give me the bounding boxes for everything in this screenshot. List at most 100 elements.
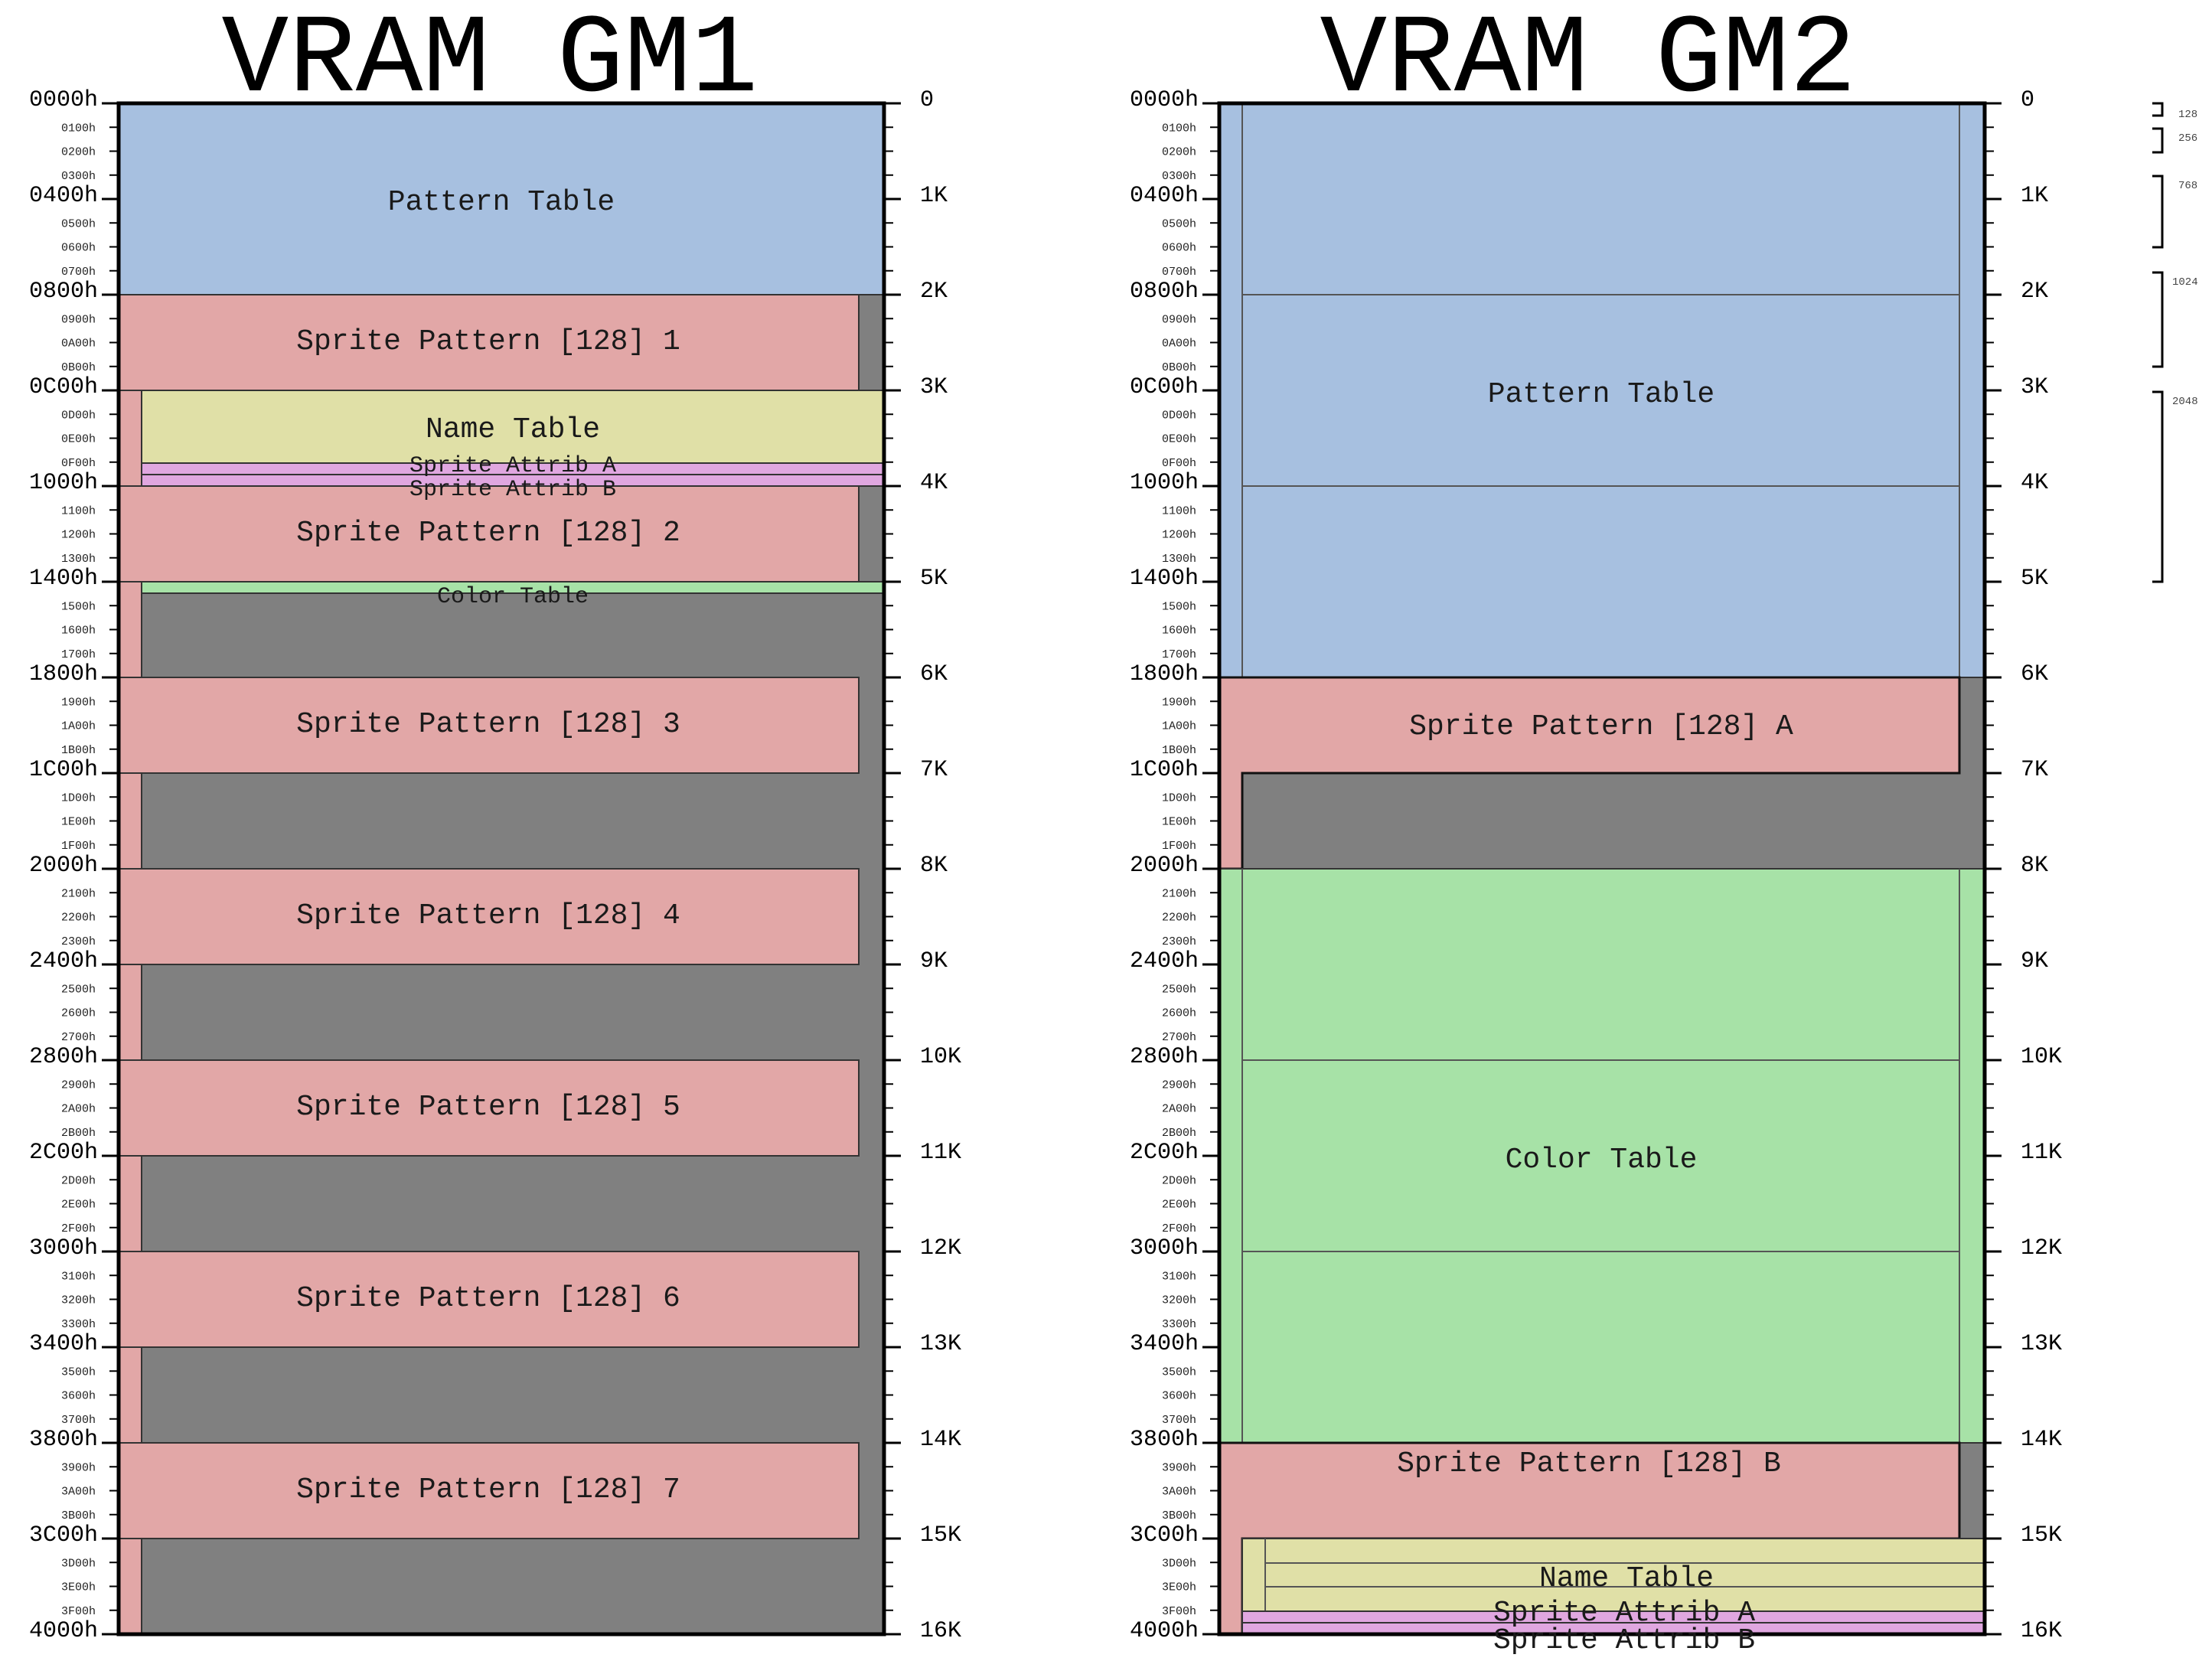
gm1-size-label: 9K <box>920 948 948 974</box>
gm2-minor-address-label: 3A00h <box>1162 1486 1196 1499</box>
gm1-address-label: 0000h <box>29 87 98 113</box>
gm2-size-label: 9K <box>2021 948 2048 974</box>
gm1-minor-address-label: 2200h <box>61 912 96 925</box>
gm1-address-label: 3C00h <box>29 1522 98 1548</box>
gm2-size-label: 11K <box>2021 1140 2062 1166</box>
gm2-minor-address-label: 0500h <box>1162 217 1196 230</box>
gm2-size-label: 12K <box>2021 1235 2062 1261</box>
gm1-minor-address-label: 1900h <box>61 696 96 709</box>
gm1-minor-address-label: 1600h <box>61 625 96 638</box>
gm2-size-label: 15K <box>2021 1522 2062 1548</box>
gm1-address-label: 2800h <box>29 1044 98 1070</box>
gm1-minor-address-label: 0F00h <box>61 457 96 470</box>
gm1-minor-address-label: 0E00h <box>61 433 96 446</box>
gm1-minor-address-label: 3E00h <box>61 1581 96 1594</box>
gm2-memory-map: Pattern Table Sprite Pattern [128] A Col… <box>1217 101 1987 1657</box>
gm1-minor-address-label: 2700h <box>61 1031 96 1044</box>
gm1-address-label: 3400h <box>29 1331 98 1357</box>
gm1-minor-address-label: 0200h <box>61 146 96 159</box>
legend-label-1024: 1024 <box>2172 276 2198 289</box>
gm2-minor-address-label: 1600h <box>1162 625 1196 638</box>
gm1-minor-address-label: 0700h <box>61 266 96 279</box>
gm1-size-label: 13K <box>920 1331 961 1357</box>
gm2-minor-address-label: 1F00h <box>1162 840 1196 853</box>
gm2-address-label: 3C00h <box>1130 1522 1199 1548</box>
gm2-minor-address-label: 2D00h <box>1162 1174 1196 1187</box>
gm1-size-label: 16K <box>920 1618 961 1644</box>
gm1-sprite-1-label: Sprite Pattern [128] 1 <box>296 325 680 358</box>
gm1-minor-address-label: 0900h <box>61 313 96 326</box>
gm2-address-label: 2800h <box>1130 1044 1199 1070</box>
gm1-sprite-pattern-3 <box>118 677 860 774</box>
gm1-minor-address-label: 3A00h <box>61 1486 96 1499</box>
gm2-size-label: 8K <box>2021 853 2048 879</box>
gm2-minor-address-label: 1B00h <box>1162 744 1196 757</box>
gm2-pattern-table-label: Pattern Table <box>1488 378 1714 411</box>
gm1-address-label: 3800h <box>29 1427 98 1453</box>
gm1-sprite-attrib-b-label: Sprite Attrib B <box>409 477 616 503</box>
gm2-sprite-b-label: Sprite Pattern [128] B <box>1397 1447 1781 1480</box>
gm1-memory-map: Pattern Table Sprite Pattern [128] 1 Nam… <box>116 101 886 1637</box>
gm1-size-label: 7K <box>920 757 948 783</box>
gm1-address-label: 0800h <box>29 279 98 305</box>
gm2-size-label: 7K <box>2021 757 2048 783</box>
gm1-address-label: 0C00h <box>29 374 98 400</box>
gm2-minor-address-label: 1E00h <box>1162 816 1196 829</box>
gm1-sprite-3-label: Sprite Pattern [128] 3 <box>296 708 680 741</box>
gm2-address-label: 0C00h <box>1130 374 1199 400</box>
gm1-minor-address-label: 0A00h <box>61 338 96 351</box>
gm2-size-label: 2K <box>2021 279 2048 305</box>
gm2-address-label: 1400h <box>1130 566 1199 592</box>
gm1-minor-address-label: 2D00h <box>61 1174 96 1187</box>
legend-label-128: 128 <box>2178 109 2197 121</box>
gm1-sprite-pattern-6 <box>118 1251 860 1348</box>
gm2-minor-address-label: 1500h <box>1162 600 1196 613</box>
gm1-minor-address-label: 3500h <box>61 1366 96 1379</box>
gm1-minor-address-label: 3300h <box>61 1318 96 1331</box>
gm2-minor-address-label: 3100h <box>1162 1270 1196 1283</box>
gm1-minor-address-label: 1F00h <box>61 840 96 853</box>
gm1-size-label: 14K <box>920 1427 961 1453</box>
gm2-minor-address-label: 1700h <box>1162 648 1196 661</box>
gm2-minor-address-label: 3D00h <box>1162 1557 1196 1570</box>
gm1-size-label: 2K <box>920 279 948 305</box>
gm2-size-label: 5K <box>2021 566 2048 592</box>
gm2-size-label: 4K <box>2021 470 2048 496</box>
gm2-size-label: 14K <box>2021 1427 2062 1453</box>
gm2-size-label: 13K <box>2021 1331 2062 1357</box>
gm2-minor-address-label: 2600h <box>1162 1007 1196 1020</box>
legend-label-256: 256 <box>2178 132 2197 145</box>
gm1-minor-address-label: 0D00h <box>61 409 96 422</box>
gm2-minor-address-label: 2F00h <box>1162 1222 1196 1235</box>
gm1-minor-address-label: 1E00h <box>61 816 96 829</box>
gm2-size-label: 10K <box>2021 1044 2062 1070</box>
gm2-minor-address-label: 2900h <box>1162 1079 1196 1092</box>
gm1-minor-address-label: 2100h <box>61 887 96 900</box>
gm1-address-label: 3000h <box>29 1235 98 1261</box>
legend-bracket-768 <box>2152 175 2164 249</box>
gm2-minor-address-label: 2E00h <box>1162 1199 1196 1212</box>
gm2-minor-address-label: 3600h <box>1162 1390 1196 1403</box>
gm1-sprite-pattern-5 <box>118 1059 860 1157</box>
gm2-minor-address-label: 1900h <box>1162 696 1196 709</box>
gm2-minor-address-label: 1200h <box>1162 529 1196 542</box>
gm1-minor-address-label: 1A00h <box>61 720 96 733</box>
gm2-color-table <box>1219 868 1985 1444</box>
gm1-minor-address-label: 1200h <box>61 529 96 542</box>
gm2-address-label: 1C00h <box>1130 757 1199 783</box>
gm2-address-label: 3400h <box>1130 1331 1199 1357</box>
gm2-minor-address-label: 2500h <box>1162 983 1196 996</box>
gm1-sprite-5-label: Sprite Pattern [128] 5 <box>296 1091 680 1124</box>
legend-label-2048: 2048 <box>2172 396 2198 408</box>
legend-bracket-128 <box>2152 102 2164 117</box>
gm1-color-table-label: Color Table <box>437 584 589 610</box>
gm2-minor-address-label: 0A00h <box>1162 338 1196 351</box>
gm2-minor-address-label: 2200h <box>1162 912 1196 925</box>
gm2-minor-address-label: 1D00h <box>1162 791 1196 804</box>
gm1-name-table-label: Name Table <box>426 413 600 446</box>
gm1-size-label: 15K <box>920 1522 961 1548</box>
gm1-minor-address-label: 1500h <box>61 600 96 613</box>
gm2-minor-address-label: 1A00h <box>1162 720 1196 733</box>
gm1-minor-address-label: 1300h <box>61 553 96 566</box>
gm1-minor-address-label: 0B00h <box>61 361 96 374</box>
